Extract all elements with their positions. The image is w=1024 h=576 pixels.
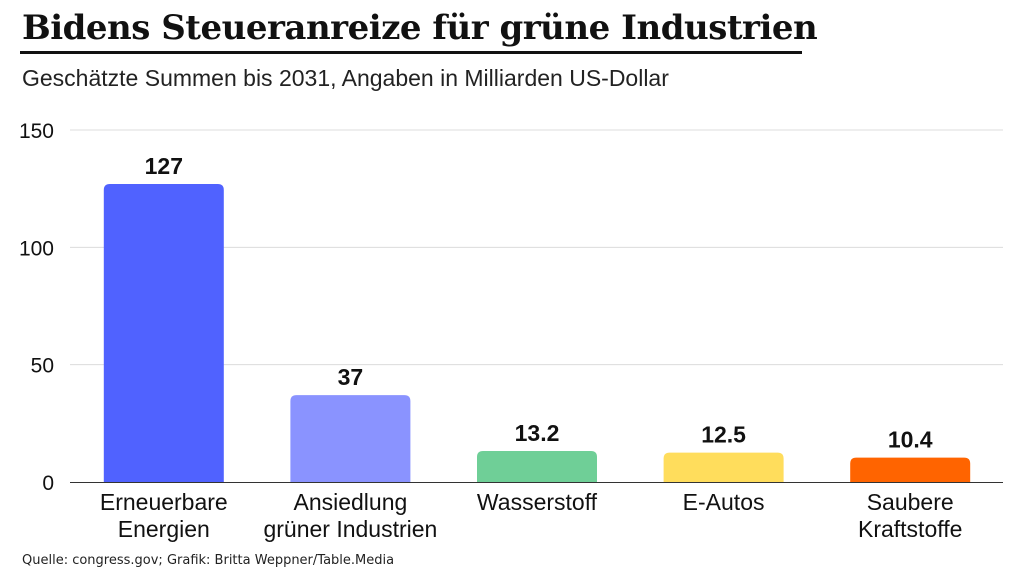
title-underline (20, 51, 802, 54)
bar (663, 452, 784, 482)
bar (477, 451, 597, 482)
chart-subtitle: Geschätzte Summen bis 2031, Angaben in M… (22, 65, 669, 91)
source-note: Quelle: congress.gov; Grafik: Britta Wep… (22, 553, 395, 568)
x-tick-label: Energien (118, 516, 210, 542)
chart-title: Bidens Steueranreize für grüne Industrie… (22, 8, 818, 48)
x-tick-label: E-Autos (683, 489, 765, 515)
y-tick-label: 150 (19, 120, 54, 143)
x-tick-label: Ansiedlung (293, 489, 407, 515)
data-label: 10.4 (888, 427, 933, 453)
x-tick-label: Wasserstoff (477, 489, 598, 515)
y-tick-label: 50 (31, 355, 54, 378)
data-label: 12.5 (701, 422, 746, 448)
bar (290, 395, 411, 482)
y-tick-label: 100 (19, 237, 54, 260)
data-label: 37 (338, 364, 364, 390)
data-label: 127 (145, 153, 183, 179)
x-tick-label: grüner Industrien (263, 516, 437, 542)
data-label: 13.2 (515, 420, 560, 446)
x-tick-label: Saubere (867, 489, 954, 515)
bar (103, 183, 224, 482)
y-tick-label: 0 (42, 472, 54, 495)
x-tick-label: Erneuerbare (100, 489, 228, 515)
bar (850, 457, 971, 482)
x-tick-label: Kraftstoffe (858, 516, 962, 542)
